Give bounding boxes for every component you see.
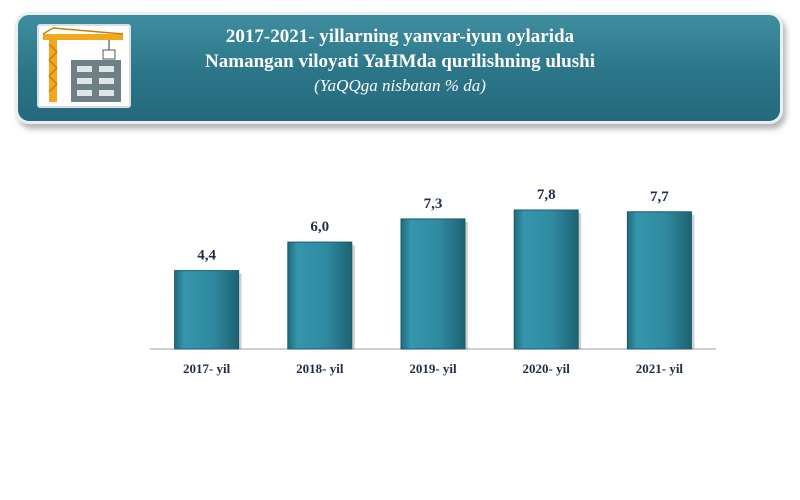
data-label-4: 7,8 (537, 187, 556, 203)
x-tick-label-1: 2017- yil (183, 361, 231, 376)
data-label-5: 7,7 (650, 189, 669, 205)
bar-3 (400, 218, 466, 350)
chart-title-block: 2017-2021- yillarning yanvar-iyun oylari… (140, 24, 660, 97)
chart-title-line-2: Namangan viloyati YaHMda qurilishning ul… (205, 51, 595, 72)
building-crane-icon (37, 24, 131, 108)
data-label-3: 7,3 (424, 196, 443, 212)
x-tick-label-3: 2019- yil (409, 361, 457, 376)
title-banner (15, 12, 783, 124)
bar-2 (287, 241, 353, 350)
data-label-2: 6,0 (310, 219, 329, 235)
bar-1 (174, 270, 240, 350)
x-tick-label-4: 2020- yil (523, 361, 571, 376)
x-tick-label-5: 2021- yil (636, 361, 684, 376)
chart-subtitle: (YaQQga nisbatan % da) (314, 76, 486, 95)
bar-5 (626, 211, 692, 350)
data-label-1: 4,4 (197, 248, 216, 264)
x-tick-label-2: 2018- yil (296, 361, 344, 376)
bar-4 (513, 209, 579, 350)
chart-title-line-1: 2017-2021- yillarning yanvar-iyun oylari… (225, 26, 575, 47)
